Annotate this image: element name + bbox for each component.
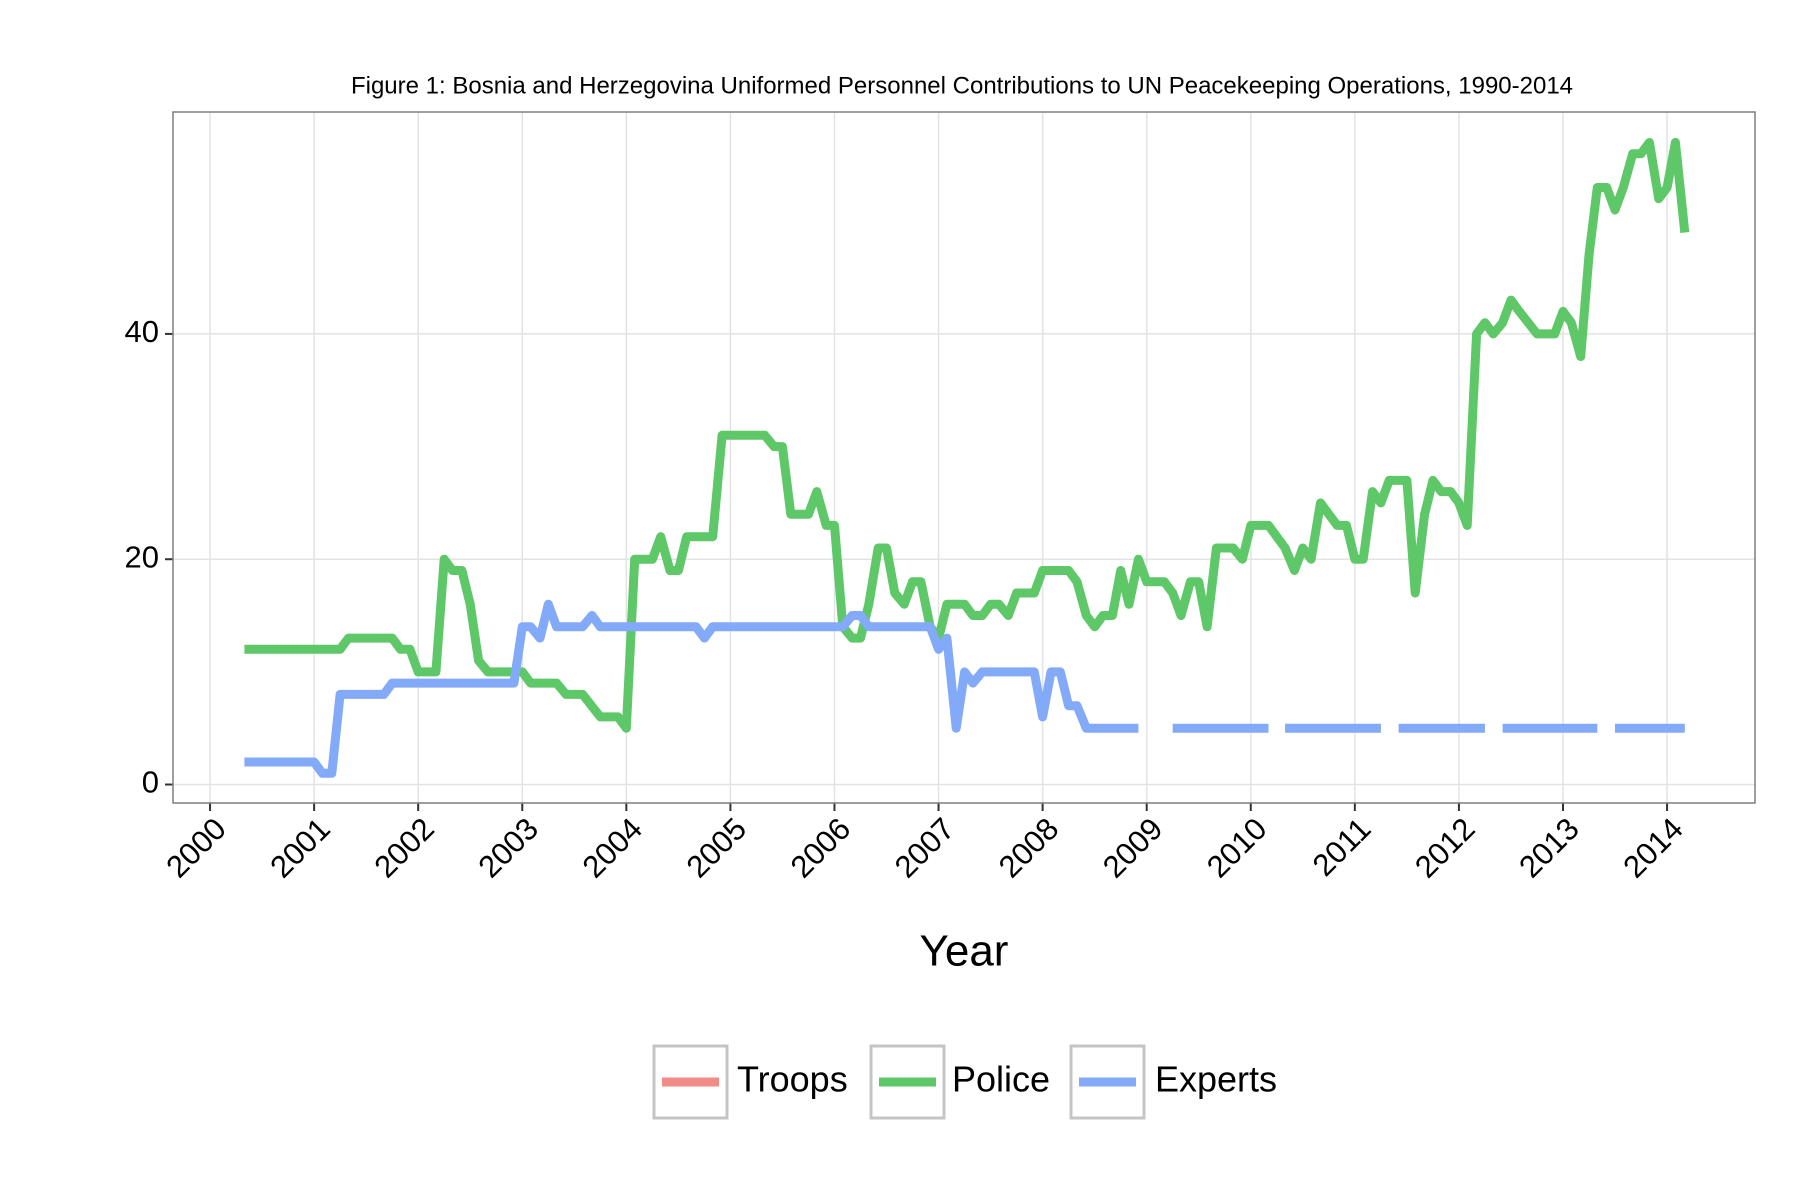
x-tick-label: 2003 <box>471 811 545 885</box>
x-tick-label: 2014 <box>1616 811 1690 885</box>
y-tick-label: 40 <box>125 314 159 349</box>
y-tick-label: 0 <box>142 765 159 800</box>
legend-label: Police <box>952 1059 1050 1100</box>
x-tick-label: 2000 <box>159 811 233 885</box>
x-tick-label: 2001 <box>263 811 337 885</box>
x-tick-label: 2013 <box>1512 811 1586 885</box>
x-tick-label: 2005 <box>680 811 754 885</box>
chart-title: Figure 1: Bosnia and Herzegovina Uniform… <box>351 72 1573 99</box>
series-line <box>244 137 1690 733</box>
x-tick-label: 2011 <box>1306 811 1378 883</box>
legend-label: Experts <box>1155 1059 1277 1100</box>
x-tick-label: 2007 <box>888 811 962 885</box>
series-line <box>244 599 1685 778</box>
x-tick-label: 2008 <box>992 811 1066 885</box>
x-tick-label: 2009 <box>1096 811 1170 885</box>
x-tick-label: 2010 <box>1200 811 1274 885</box>
plot-border <box>172 111 1756 804</box>
x-tick-label: 2012 <box>1408 811 1482 885</box>
x-axis-label: Year <box>920 927 1009 976</box>
x-tick-label: 2002 <box>367 811 441 885</box>
x-tick-label: 2004 <box>576 811 650 885</box>
legend-label: Troops <box>737 1059 848 1100</box>
x-tick-label: 2006 <box>784 811 858 885</box>
y-tick-label: 20 <box>125 539 159 574</box>
